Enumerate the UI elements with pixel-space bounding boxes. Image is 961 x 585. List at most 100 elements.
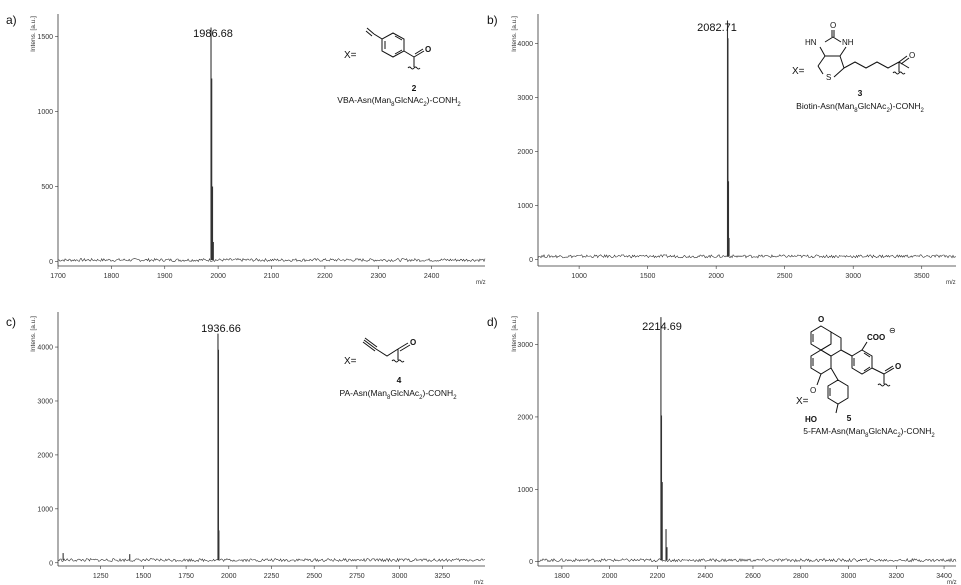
compound-name: 5-FAM-Asn(Man8GlcNAc2)-CONH2 [803,426,935,439]
x-equals-label: X= [792,66,805,77]
y-tick-label: 4000 [37,345,53,352]
x-tick-label: 2250 [264,573,280,580]
compound-5-structure: X= O O HO COO ⊖ [796,315,935,439]
hn-label: HN [805,38,817,47]
plot-area: 1000 1500 2000 2500 3000 3500 0 1000 2000 3000 400… [517,20,956,280]
baseline-trace [57,557,486,563]
x-tick-label: 1700 [50,273,66,280]
y-tick-label: 4000 [517,41,533,48]
x-tick-label: 3000 [841,573,857,580]
carbonyl-oxygen-label: O [909,51,915,60]
x-tick-label: 2400 [424,273,440,280]
sulfur-label: S [826,73,831,82]
x-tick-label: 1250 [93,573,109,580]
wavy-bond-icon [407,66,421,70]
ring-oxygen-label: O [810,386,816,395]
x-tick-label: 2500 [777,273,793,280]
x-tick-label: 2000 [221,573,237,580]
x-tick-label: 1800 [104,273,120,280]
panel-label: b) [487,13,498,27]
x-tick-label: 3200 [888,573,904,580]
compound-name: Biotin-Asn(Man8GlcNAc2)-CONH2 [796,101,924,114]
compound-number: 4 [397,375,402,385]
y-tick-label: 1000 [517,203,533,210]
plot-area: 1700 1800 1900 2000 2100 2200 2300 2400 0 500 1000… [37,27,486,280]
y-tick-label: 500 [41,184,53,191]
benzene-ring-icon [851,349,873,375]
x-tick-label: 1900 [157,273,173,280]
panel-a: a) Intens. [a.u.] 1700 1800 1900 2000 2100 22… [6,13,486,286]
panel-label: c) [6,315,16,329]
wavy-bond-icon [877,383,891,387]
x-tick-label: 3000 [392,573,408,580]
carboxylate-label: COO [867,333,885,342]
y-tick-label: 0 [49,560,53,567]
compound-3-structure: X= O HN NH S O 3 B [792,21,924,114]
x-tick-label: 2300 [370,273,386,280]
compound-2-structure: X= O 2 VBA-Asn(Man8GlcNAc2)-CONH2 [337,27,461,108]
peak-label: 2214.69 [642,321,682,333]
y-tick-label: 3000 [517,342,533,349]
x-tick-label: 3400 [936,573,952,580]
panel-b: b) Intens. [a.u.] 1000 1500 2000 2500 3000 35… [487,13,956,286]
x-tick-label: 1500 [136,573,152,580]
panel-c: c) Intens. [a.u.] 1250 1500 1750 2000 2250 25… [6,312,486,585]
x-tick-label: 2800 [793,573,809,580]
y-tick-label: 1000 [517,487,533,494]
compound-number: 2 [412,83,417,93]
y-tick-label: 2000 [517,414,533,421]
y-tick-label: 1000 [37,506,53,513]
panel-label: a) [6,13,17,27]
y-tick-label: 1000 [37,109,53,116]
x-tick-label: 1500 [640,273,656,280]
carbonyl-oxygen-label: O [425,45,431,54]
carbonyl-oxygen-label: O [410,338,416,347]
wavy-bond-icon [892,71,906,75]
y-tick-label: 1500 [37,34,53,41]
y-tick-label: 0 [529,257,533,264]
baseline-trace [57,257,486,263]
x-axis-unit: m/z [474,580,484,585]
y-axis-label: Intens. [a.u.] [511,16,518,52]
x-tick-label: 1800 [554,573,570,580]
y-tick-label: 3000 [517,95,533,102]
y-axis-label: Intens. [a.u.] [511,316,518,352]
x-tick-label: 3250 [435,573,451,580]
x-tick-label: 3500 [914,273,930,280]
x-tick-label: 2400 [697,573,713,580]
plot-area: 1800 2000 2200 2400 2600 2800 3000 3200 3400 0 100… [517,317,957,580]
panel-label: d) [487,315,498,329]
baseline-trace [537,557,957,563]
baseline-trace [537,254,956,259]
urea-oxygen-label: O [830,21,836,30]
x-tick-label: 2200 [650,573,666,580]
y-tick-label: 2000 [37,452,53,459]
x-equals-label: X= [344,356,357,367]
compound-number: 3 [858,88,863,98]
x-tick-label: 2000 [708,273,724,280]
x-axis-unit: m/z [946,280,956,286]
compound-name: PA-Asn(Man8GlcNAc2)-CONH2 [339,388,457,401]
x-equals-label: X= [344,50,357,61]
y-tick-label: 0 [529,559,533,566]
x-tick-label: 2000 [602,573,618,580]
x-tick-label: 2100 [264,273,280,280]
y-axis-label: Intens. [a.u.] [30,16,37,52]
x-tick-label: 2000 [210,273,226,280]
peak-label: 1986.68 [193,28,233,40]
panel-d: d) Intens. [a.u.] 1800 2000 2200 2400 2600 28… [487,312,957,585]
y-axis-label: Intens. [a.u.] [30,316,37,352]
xanthene-ring-icon [810,325,832,351]
plot-area: 1250 1500 1750 2000 2250 2500 2750 3000 3250 0 100… [37,333,486,580]
peak-label: 1936.66 [201,323,241,335]
x-tick-label: 1000 [571,273,587,280]
negative-charge-icon: ⊖ [889,326,896,335]
compound-4-structure: X= O 4 PA-Asn(Man8GlcNAc2)-CONH2 [339,337,457,401]
y-tick-label: 2000 [517,149,533,156]
x-tick-label: 3000 [845,273,861,280]
x-tick-label: 2200 [317,273,333,280]
x-equals-label: X= [796,396,809,407]
x-axis-unit: m/z [476,280,486,286]
peak-label: 2082.71 [697,22,737,34]
wavy-bond-icon [391,359,405,363]
